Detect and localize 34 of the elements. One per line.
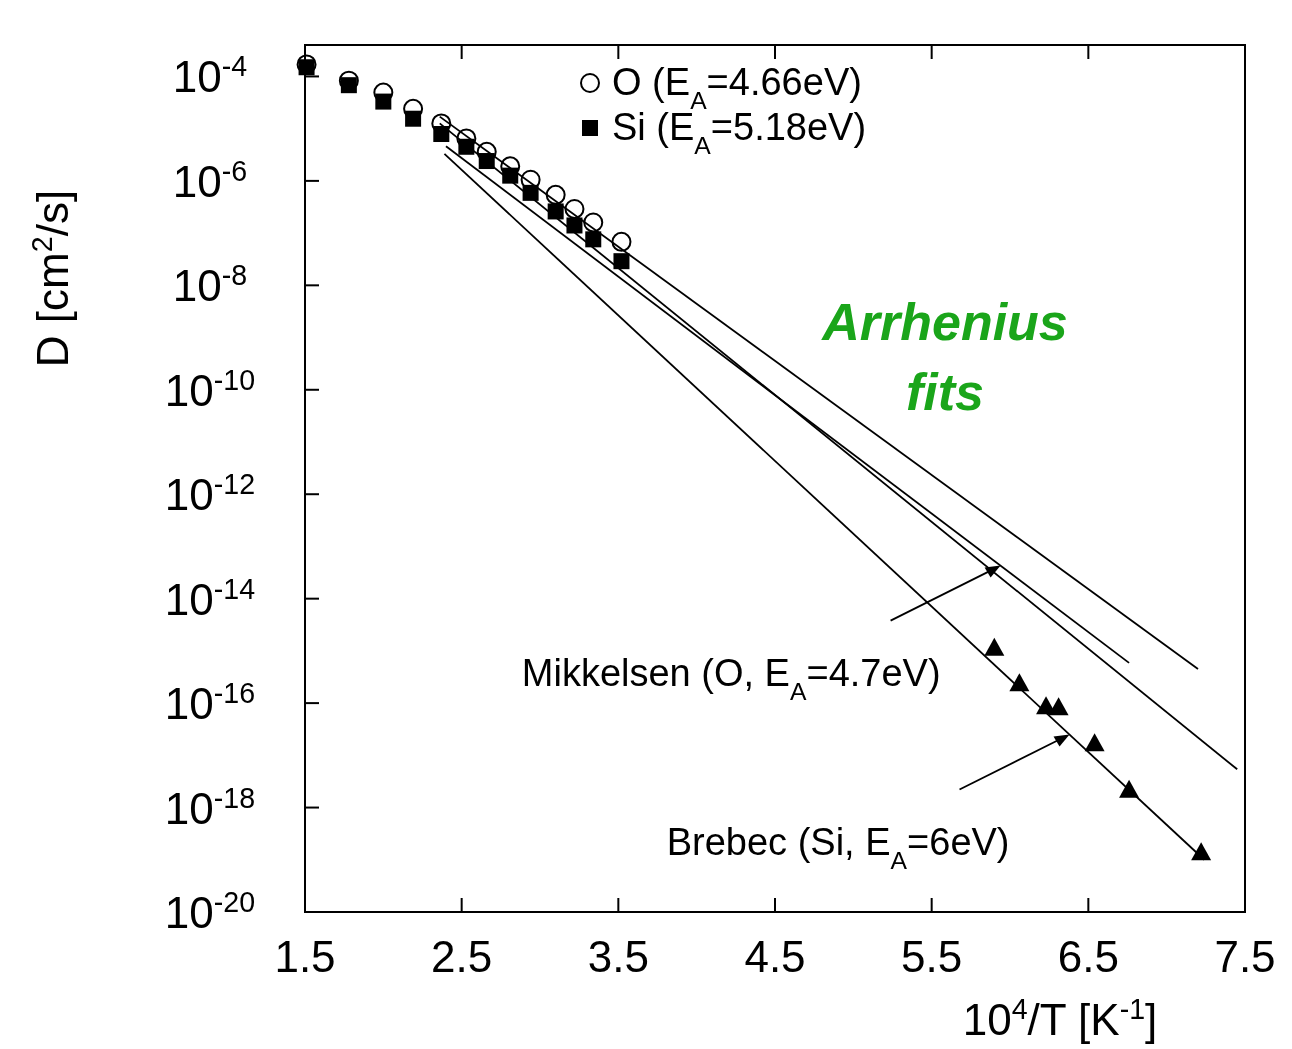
point [564, 198, 585, 219]
y-tick-label: 10$^{-6}$ [172, 154, 248, 206]
x-tick-label: 4.5 [744, 932, 806, 981]
x-tick-label: 3.5 [587, 932, 649, 981]
y-tick-label: 10$^{-20}$ [164, 886, 256, 937]
point [613, 253, 630, 270]
x-axis-title: 10$^{4}$/T [K$^{-1}$] [962, 993, 1158, 1044]
y-tick-label: 10$^{-16}$ [164, 677, 256, 729]
point [298, 59, 315, 76]
x-tick-label: 6.5 [1057, 932, 1119, 981]
y-tick-label: 10$^{-10}$ [164, 363, 256, 415]
x-tick-label: 1.5 [274, 932, 336, 981]
point [984, 637, 1005, 656]
annotation: Brebec (Si, E$_{A}$=6eV) [666, 820, 1010, 874]
point [340, 77, 357, 94]
x-tick-label: 7.5 [1214, 932, 1276, 981]
y-tick-label: 10$^{-8}$ [172, 259, 248, 311]
x-tick-label: 2.5 [431, 932, 493, 981]
point [1084, 733, 1105, 752]
point [583, 212, 604, 233]
point [1048, 697, 1069, 716]
x-tick-label: 5.5 [901, 932, 963, 981]
y-tick-label: 10$^{-4}$ [172, 50, 248, 102]
point [611, 231, 632, 252]
y-tick-label: 10$^{-14}$ [164, 572, 256, 624]
point [545, 184, 566, 205]
annotation: Arrhenius fits [820, 293, 1068, 421]
point [405, 110, 422, 127]
point [433, 126, 450, 143]
y-tick-label: 10$^{-18}$ [164, 781, 256, 833]
point [585, 231, 602, 248]
y-tick-label: 10$^{-12}$ [164, 468, 256, 520]
annotation: Mikkelsen (O, E$_{A}$=4.7eV) [521, 651, 941, 705]
point [375, 93, 392, 110]
